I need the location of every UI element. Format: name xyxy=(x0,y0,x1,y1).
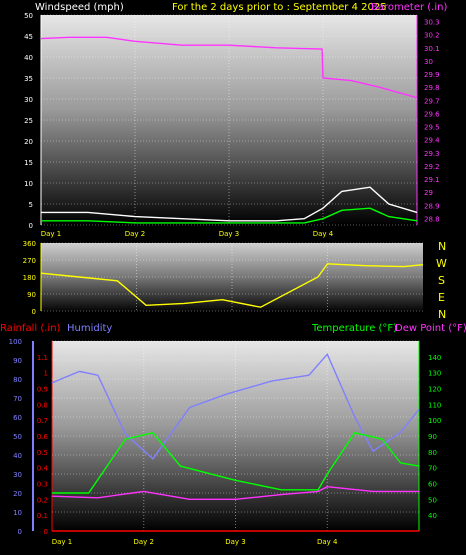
temperature-right-tick-10: 140 xyxy=(428,354,441,362)
compass-label-s: S xyxy=(438,274,445,287)
wind-left-tick-4: 20 xyxy=(24,138,33,146)
barometer-right-tick-2: 29 xyxy=(424,189,433,197)
compass-label-e: E xyxy=(438,291,445,304)
barometer-right-tick-4: 29.2 xyxy=(424,163,440,171)
wind-series-1 xyxy=(41,186,418,222)
humidity-left-tick-10: 100 xyxy=(9,338,22,346)
rainfall-left-tick-3: 0.3 xyxy=(37,481,48,489)
barometer-right-tick-15: 30.3 xyxy=(424,19,440,27)
barometer-right-tick-6: 29.4 xyxy=(424,137,440,145)
wind-category-2: Day 3 xyxy=(219,230,240,238)
humidity-category-0: Day 1 xyxy=(52,538,73,546)
humidity-left-tick-4: 40 xyxy=(13,452,22,460)
wind-left-tick-0: 0 xyxy=(29,222,33,230)
tick-labels-layer: 0510152025303540455028.828.92929.129.229… xyxy=(9,12,442,546)
temperature-right-tick-8: 120 xyxy=(428,386,441,394)
barometer-right-tick-11: 29.9 xyxy=(424,71,440,79)
rainfall-left-tick-1: 0.1 xyxy=(37,512,48,520)
rainfall-left-tick-10: 1 xyxy=(44,370,48,378)
rainfall-left-tick-7: 0.7 xyxy=(37,417,48,425)
direction-left-tick-4: 360 xyxy=(23,240,36,248)
dewpoint-axis-label: Dew Point (°F) xyxy=(395,323,466,334)
barometer-right-tick-8: 29.6 xyxy=(424,110,440,118)
barometer-right-tick-14: 30.2 xyxy=(424,32,440,40)
direction-left-tick-2: 180 xyxy=(23,274,36,282)
compass-label-n-bottom: N xyxy=(438,308,446,321)
humidity-series-1 xyxy=(52,432,420,494)
temperature-axis-label: Temperature (°F) xyxy=(311,323,397,334)
barometer-right-tick-5: 29.3 xyxy=(424,150,440,158)
humidity-left-tick-5: 50 xyxy=(13,433,22,441)
humidity-left-tick-3: 30 xyxy=(13,471,22,479)
wind-left-tick-8: 40 xyxy=(24,54,33,62)
direction-left-tick-3: 270 xyxy=(23,257,36,265)
barometer-right-tick-3: 29.1 xyxy=(424,176,440,184)
direction-left-tick-1: 90 xyxy=(27,291,36,299)
humidity-category-1: Day 2 xyxy=(133,538,154,546)
humidity-left-tick-2: 20 xyxy=(13,490,22,498)
rainfall-left-tick-4: 0.4 xyxy=(37,465,49,473)
barometer-axis-label: Barometer (.in) xyxy=(371,2,447,13)
humidity-left-tick-9: 90 xyxy=(13,357,22,365)
temperature-right-tick-2: 60 xyxy=(428,481,437,489)
humidity-category-2: Day 3 xyxy=(225,538,246,546)
humidity-left-tick-1: 10 xyxy=(13,509,22,517)
wind-series-0 xyxy=(40,36,418,99)
wind-left-tick-3: 15 xyxy=(24,159,33,167)
wind-left-tick-10: 50 xyxy=(24,12,33,20)
barometer-right-tick-7: 29.5 xyxy=(424,124,440,132)
wind-left-tick-1: 5 xyxy=(29,201,33,209)
temperature-right-tick-0: 40 xyxy=(428,512,437,520)
wind-left-tick-9: 45 xyxy=(24,33,33,41)
temperature-right-tick-3: 70 xyxy=(428,465,437,473)
humidity-left-tick-6: 60 xyxy=(13,414,22,422)
humidity-left-tick-0: 0 xyxy=(18,528,22,536)
rainfall-left-tick-2: 0.2 xyxy=(37,496,48,504)
temperature-right-tick-5: 90 xyxy=(428,433,437,441)
wind-category-1: Day 2 xyxy=(125,230,146,238)
rainfall-axis-label: Rainfall (.in) xyxy=(0,323,61,334)
direction-series-0 xyxy=(40,263,424,308)
direction-plot-area xyxy=(41,243,423,311)
rainfall-left-tick-9: 0.9 xyxy=(37,386,48,394)
humidity-series-0 xyxy=(51,353,420,460)
wind-left-tick-5: 25 xyxy=(24,117,33,125)
rainfall-left-tick-0: 0 xyxy=(44,528,48,536)
barometer-right-tick-13: 30.1 xyxy=(424,45,440,53)
temperature-right-tick-4: 80 xyxy=(428,449,437,457)
direction-left-tick-0: 0 xyxy=(32,308,36,316)
humidity-series-2 xyxy=(51,485,419,500)
chart-title: For the 2 days prior to : September 4 20… xyxy=(172,2,387,13)
wind-category-3: Day 4 xyxy=(313,230,334,238)
barometer-right-tick-9: 29.7 xyxy=(424,97,440,105)
barometer-right-tick-12: 30 xyxy=(424,58,433,66)
temperature-right-tick-6: 100 xyxy=(428,417,441,425)
wind-category-0: Day 1 xyxy=(41,230,62,238)
wind-axis-label: Windspeed (mph) xyxy=(35,2,124,13)
temperature-right-tick-7: 110 xyxy=(428,401,441,409)
wind-left-tick-6: 30 xyxy=(24,96,33,104)
compass-label-w: W xyxy=(436,257,447,270)
barometer-right-tick-1: 28.9 xyxy=(424,202,440,210)
rainfall-left-tick-6: 0.6 xyxy=(37,433,49,441)
wind-series-2 xyxy=(41,207,418,224)
barometer-right-tick-10: 29.8 xyxy=(424,84,440,92)
humidity-category-3: Day 4 xyxy=(317,538,338,546)
rainfall-left-tick-8: 0.8 xyxy=(37,401,48,409)
wind-left-tick-2: 10 xyxy=(24,180,33,188)
temperature-right-tick-1: 50 xyxy=(428,496,437,504)
rainfall-left-tick-5: 0.5 xyxy=(37,449,48,457)
humidity-axis-label: Humidity xyxy=(67,323,112,334)
wind-left-tick-7: 35 xyxy=(24,75,33,83)
compass-label-n-top: N xyxy=(438,240,446,253)
barometer-right-tick-0: 28.8 xyxy=(424,215,440,223)
series-layer xyxy=(40,36,424,532)
humidity-left-tick-8: 80 xyxy=(13,376,22,384)
rainfall-left-tick-11: 1.1 xyxy=(37,354,48,362)
temperature-right-tick-9: 130 xyxy=(428,370,441,378)
humidity-left-tick-7: 70 xyxy=(13,395,22,403)
